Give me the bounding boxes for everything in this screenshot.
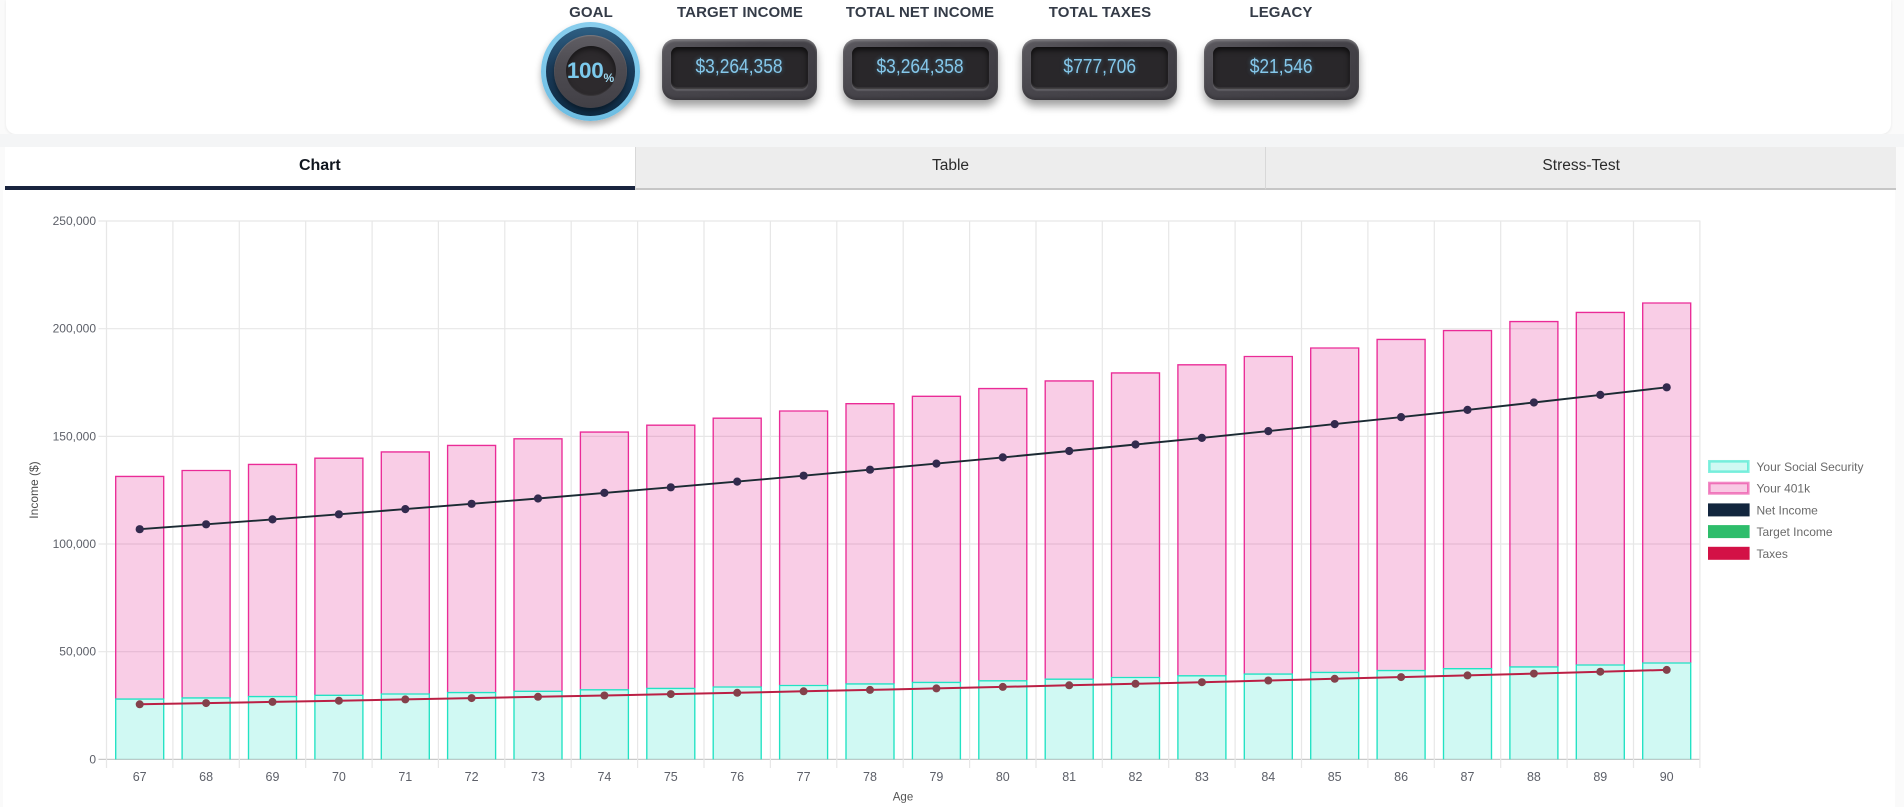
svg-text:90: 90 (1660, 770, 1674, 784)
svg-text:87: 87 (1461, 770, 1475, 784)
svg-text:71: 71 (398, 770, 412, 784)
svg-text:73: 73 (531, 770, 545, 784)
svg-text:Taxes: Taxes (1757, 547, 1788, 561)
svg-text:100,000: 100,000 (53, 537, 97, 551)
svg-text:Your Social Security: Your Social Security (1757, 460, 1864, 474)
svg-text:250,000: 250,000 (53, 214, 97, 228)
svg-text:79: 79 (929, 770, 943, 784)
svg-text:200,000: 200,000 (53, 322, 97, 336)
svg-text:0: 0 (89, 752, 96, 766)
svg-text:74: 74 (597, 770, 611, 784)
svg-text:Age: Age (893, 792, 913, 804)
svg-text:80: 80 (996, 770, 1010, 784)
svg-text:69: 69 (266, 770, 280, 784)
svg-text:68: 68 (199, 770, 213, 784)
svg-text:67: 67 (133, 770, 147, 784)
svg-text:84: 84 (1261, 770, 1275, 784)
svg-text:Net Income: Net Income (1757, 503, 1819, 517)
svg-text:150,000: 150,000 (53, 429, 97, 443)
svg-text:85: 85 (1328, 770, 1342, 784)
svg-text:82: 82 (1129, 770, 1143, 784)
svg-text:70: 70 (332, 770, 346, 784)
svg-text:Target Income: Target Income (1757, 525, 1833, 539)
svg-text:89: 89 (1593, 770, 1607, 784)
svg-text:83: 83 (1195, 770, 1209, 784)
svg-text:Your 401k: Your 401k (1757, 482, 1812, 496)
svg-text:77: 77 (797, 770, 811, 784)
svg-text:81: 81 (1062, 770, 1076, 784)
svg-text:72: 72 (465, 770, 479, 784)
svg-text:75: 75 (664, 770, 678, 784)
svg-text:88: 88 (1527, 770, 1541, 784)
svg-text:Income ($): Income ($) (27, 461, 41, 518)
svg-text:78: 78 (863, 770, 877, 784)
svg-text:76: 76 (730, 770, 744, 784)
svg-text:50,000: 50,000 (59, 645, 96, 659)
svg-text:86: 86 (1394, 770, 1408, 784)
